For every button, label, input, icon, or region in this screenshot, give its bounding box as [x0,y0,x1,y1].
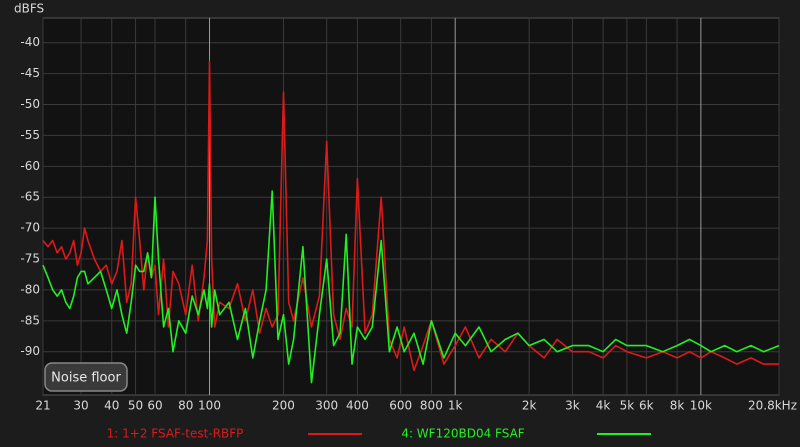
y-tick-label: -40 [20,35,40,49]
y-tick-label: -55 [20,128,40,142]
x-tick-label: 5k [620,399,635,413]
y-tick-label: -75 [20,252,40,266]
series-line [42,60,779,372]
y-tick-label: -50 [20,97,40,111]
x-tick-label: 60 [147,399,162,413]
y-tick-label: -80 [20,282,40,296]
x-tick-label: 600 [389,399,412,413]
plot-area [42,17,780,396]
legend-label: 1: 1+2 FSAF-test-RBFP [107,427,244,441]
x-tick-label: 6k [639,399,654,413]
x-tick-label: 30 [73,399,88,413]
x-tick-label: 400 [346,399,369,413]
y-tick-label: -90 [20,344,40,358]
button-label[interactable]: Noise floor [51,371,121,386]
y-tick-label: -85 [20,313,40,327]
y-axis-label: dBFS [14,2,44,16]
x-tick-label: 2k [522,399,537,413]
x-tick-label: 10k [690,399,712,413]
x-tick-label: 100 [198,399,221,413]
legend-label: 4: WF120BD04 FSAF [401,427,524,441]
y-tick-label: -45 [20,66,40,80]
x-tick-label: 4k [596,399,611,413]
button-frame[interactable] [44,362,128,392]
x-tick-label: 8k [670,399,685,413]
y-tick-label: -65 [20,190,40,204]
series-line [42,190,780,384]
x-tick-label: 1k [448,399,463,413]
y-tick-label: -70 [20,221,40,235]
x-tick-label: 20.8kHz [748,399,797,413]
x-tick-label: 200 [272,399,295,413]
x-tick-label: 50 [128,399,143,413]
x-tick-label: 40 [104,399,119,413]
x-tick-label: 21 [35,399,50,413]
y-tick-label: -60 [20,159,40,173]
x-tick-label: 300 [315,399,338,413]
x-tick-label: 3k [565,399,580,413]
noise-floor-button[interactable]: Noise floor [44,362,128,392]
x-tick-label: 80 [178,399,193,413]
x-tick-label: 800 [420,399,443,413]
